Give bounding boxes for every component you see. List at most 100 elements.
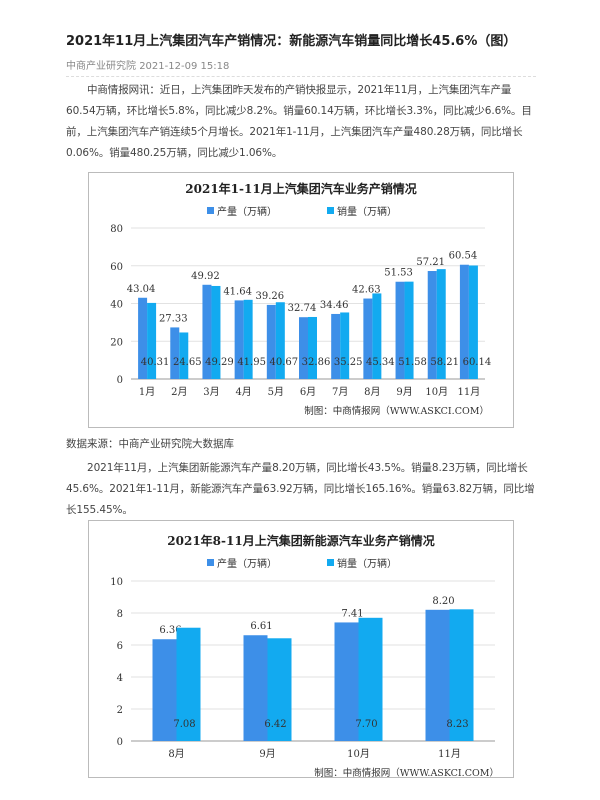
data-label-production: 57.21	[416, 257, 445, 268]
y-tick-label: 10	[110, 577, 123, 588]
bar-production	[331, 313, 341, 379]
chart-1: 2021年1-11月上汽集团汽车业务产销情况 产量（万辆） 销量（万辆） 0 20 40 6…	[88, 172, 514, 428]
y-tick-label: 60	[110, 262, 123, 273]
bar-sales	[176, 627, 201, 741]
data-label-production: 49.92	[191, 271, 220, 282]
y-tick-label: 6	[117, 641, 123, 652]
x-tick-label: 2月	[171, 386, 187, 398]
y-tick-label: 2	[117, 705, 123, 716]
y-tick-label: 8	[117, 609, 123, 620]
x-tick-label: 7月	[332, 386, 348, 398]
article-title: 2021年11月上汽集团汽车产销情况：新能源汽车销量同比增长45.6%（图）	[66, 34, 517, 49]
bar-sales	[275, 302, 285, 379]
bar-production	[234, 300, 244, 379]
data-label-production: 42.63	[352, 285, 381, 296]
bar-production	[459, 264, 469, 379]
bar-sales	[243, 299, 253, 379]
bar-production	[425, 609, 450, 741]
data-label-sales: 35.25	[334, 357, 363, 368]
data-label-sales: 7.70	[355, 719, 377, 730]
data-label-production: 8.20	[432, 596, 454, 607]
bar-sales	[468, 265, 478, 379]
bar-production	[170, 327, 180, 379]
legend-swatch-0	[207, 207, 214, 214]
bar-production	[202, 284, 212, 379]
legend-swatch-0	[207, 559, 214, 566]
chart-2: 2021年8-11月上汽集团新能源汽车业务产销情况 产量（万辆） 销量（万辆） 0 2 4…	[88, 520, 514, 779]
x-tick-label: 4月	[235, 386, 251, 398]
data-label-sales: 40.67	[269, 357, 298, 368]
bar-sales	[147, 302, 157, 379]
chart-title: 2021年1-11月上汽集团汽车业务产销情况	[185, 181, 416, 196]
data-label-production: 7.41	[341, 608, 363, 619]
data-label-production: 27.33	[159, 313, 188, 324]
bar-sales	[372, 293, 382, 379]
y-tick-label: 4	[117, 673, 123, 684]
bar-production	[334, 622, 359, 741]
bar-sales	[449, 609, 474, 741]
bar-sales	[358, 617, 383, 741]
article-datetime: 2021-12-09 15:18	[139, 61, 230, 72]
chart-credit: 制图：中商情报网（WWW.ASKCI.COM）	[314, 767, 499, 777]
x-tick-label: 9月	[396, 386, 412, 398]
data-label-sales: 24.65	[173, 357, 202, 368]
legend-swatch-1	[327, 559, 334, 566]
data-label-production: 6.36	[159, 625, 181, 636]
x-tick-label: 11月	[438, 748, 461, 760]
data-label-sales: 32.86	[302, 357, 331, 368]
bar-production	[138, 297, 148, 379]
chart-credit: 制图：中商情报网（WWW.ASKCI.COM）	[304, 405, 489, 417]
bar-sales	[404, 281, 414, 379]
bar-sales	[179, 332, 189, 379]
x-tick-label: 6月	[300, 386, 316, 398]
data-label-sales: 60.14	[463, 357, 492, 368]
bar-production	[299, 317, 308, 379]
y-tick-label: 0	[117, 737, 123, 748]
data-label-sales: 40.31	[141, 357, 170, 368]
data-label-production: 43.04	[127, 284, 156, 295]
x-tick-label: 5月	[268, 386, 284, 398]
data-label-sales: 58.21	[430, 357, 459, 368]
divider	[66, 76, 536, 77]
x-tick-label: 8月	[364, 386, 380, 398]
bar-sales	[267, 638, 292, 741]
x-tick-label: 9月	[259, 748, 275, 760]
legend-label-1: 销量（万辆）	[337, 205, 397, 218]
y-tick-label: 80	[110, 224, 123, 235]
data-label-sales: 6.42	[264, 719, 286, 730]
x-tick-label: 11月	[458, 386, 481, 398]
bar-production	[427, 271, 437, 379]
data-label-production: 6.61	[250, 621, 272, 632]
data-label-sales: 7.08	[173, 719, 195, 730]
x-tick-label: 10月	[347, 748, 370, 760]
data-label-sales: 49.29	[205, 357, 234, 368]
paragraph-1: 中商情报网讯：近日，上汽集团昨天发布的产销快报显示，2021年11月，上汽集团汽…	[66, 84, 532, 159]
data-label-sales: 8.23	[446, 719, 468, 730]
bar-production	[152, 639, 177, 741]
data-label-production: 51.53	[384, 268, 413, 279]
article-source[interactable]: 中商产业研究院	[66, 61, 136, 72]
data-label-production: 60.54	[449, 251, 478, 262]
data-label-sales: 41.95	[237, 357, 266, 368]
legend-label-0: 产量（万辆）	[217, 205, 277, 218]
legend-label-0: 产量（万辆）	[217, 557, 277, 570]
data-label-production: 39.26	[255, 291, 284, 302]
x-tick-label: 10月	[425, 386, 448, 398]
bar-production	[395, 281, 405, 379]
data-label-sales: 45.34	[366, 357, 395, 368]
y-tick-label: 20	[110, 337, 123, 348]
legend-swatch-1	[327, 207, 334, 214]
x-tick-label: 1月	[139, 386, 155, 398]
bar-production	[243, 635, 268, 741]
data-source: 数据来源：中商产业研究院大数据库	[66, 438, 234, 450]
x-tick-label: 8月	[168, 748, 184, 760]
article-meta: 中商产业研究院 2021-12-09 15:18	[66, 57, 229, 72]
bar-production	[266, 304, 276, 379]
y-tick-label: 40	[110, 300, 123, 311]
data-label-production: 34.46	[320, 300, 349, 311]
bar-production	[363, 298, 373, 379]
bar-sales	[436, 269, 446, 379]
data-label-production: 41.64	[223, 286, 252, 297]
